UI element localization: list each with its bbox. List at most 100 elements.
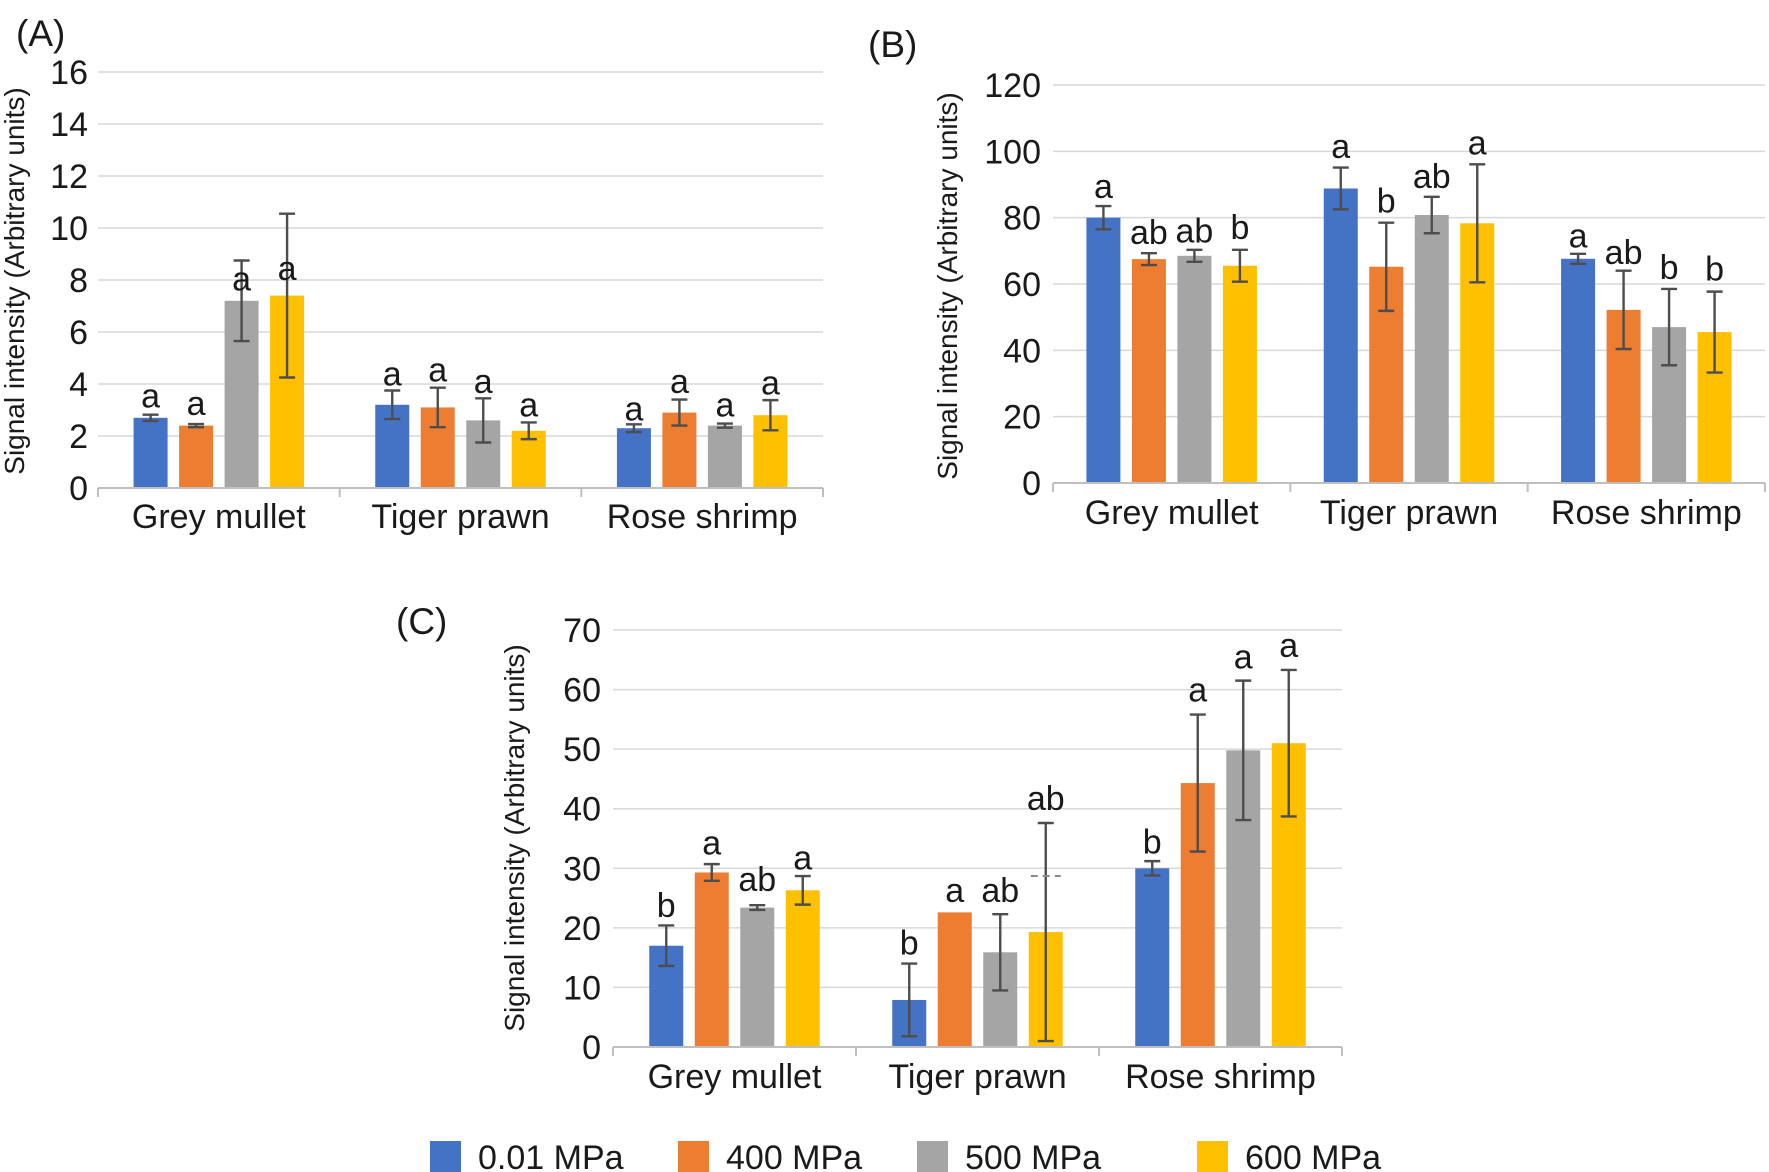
sig-letter: ab — [981, 872, 1019, 910]
sig-letter: b — [1377, 183, 1396, 221]
sig-letter: ab — [1413, 158, 1451, 196]
legend-label: 600 MPa — [1245, 1139, 1381, 1172]
x-category-label: Tiger prawn — [1320, 494, 1498, 532]
sig-letter: b — [1660, 249, 1679, 287]
y-tick-label: 12 — [50, 158, 88, 196]
x-category-label: Grey mullet — [1085, 494, 1259, 532]
legend-swatch — [678, 1141, 709, 1172]
sig-letter: a — [715, 387, 734, 425]
x-category-label: Rose shrimp — [1551, 494, 1742, 532]
y-axis-title: Signal intensity (Arbitrary units) — [0, 87, 30, 474]
bar — [740, 907, 775, 1047]
y-tick-label: 14 — [50, 106, 88, 144]
sig-letter: ab — [1027, 780, 1065, 818]
sig-letter: ab — [738, 861, 776, 899]
sig-letter: a — [232, 260, 251, 298]
y-tick-label: 0 — [582, 1029, 601, 1067]
bar — [1177, 255, 1212, 483]
sig-letter: a — [1188, 671, 1207, 709]
y-axis-title: Signal intensity (Arbitrary units) — [932, 92, 963, 479]
y-tick-label: 6 — [69, 314, 88, 352]
y-tick-label: 40 — [1003, 332, 1041, 370]
panel-label: (B) — [868, 24, 917, 65]
bar — [1561, 258, 1596, 483]
y-tick-label: 60 — [563, 672, 601, 710]
bar — [937, 912, 972, 1047]
bar — [1086, 217, 1121, 483]
y-tick-label: 40 — [563, 791, 601, 829]
sig-letter: ab — [1176, 213, 1214, 251]
bar — [1135, 868, 1170, 1047]
y-tick-label: 0 — [1022, 465, 1041, 503]
x-category-label: Rose shrimp — [1125, 1058, 1316, 1096]
x-category-label: Grey mullet — [648, 1058, 822, 1096]
y-tick-label: 20 — [1003, 399, 1041, 437]
y-tick-label: 10 — [50, 210, 88, 248]
y-tick-label: 0 — [69, 470, 88, 508]
y-tick-label: 4 — [69, 366, 88, 404]
y-tick-label: 16 — [50, 54, 88, 92]
panel-label: (A) — [16, 13, 65, 54]
sig-letter: a — [1094, 168, 1113, 206]
sig-letter: b — [1705, 251, 1724, 289]
sig-letter: a — [1569, 218, 1588, 256]
bar — [1222, 265, 1257, 483]
y-tick-label: 100 — [984, 133, 1041, 171]
sig-letter: a — [278, 250, 297, 288]
legend-swatch — [1197, 1141, 1228, 1172]
sig-letter: b — [657, 887, 676, 925]
sig-letter: a — [1468, 125, 1487, 163]
bar — [1323, 188, 1358, 484]
sig-letter: a — [383, 355, 402, 393]
y-tick-label: 50 — [563, 731, 601, 769]
sig-letter: a — [945, 872, 964, 910]
x-category-label: Grey mullet — [132, 498, 306, 536]
bar — [511, 430, 546, 488]
y-tick-label: 120 — [984, 67, 1041, 105]
sig-letter: a — [670, 363, 689, 401]
sig-letter: a — [1234, 639, 1253, 677]
sig-letter: a — [1331, 128, 1350, 166]
y-tick-label: 70 — [563, 612, 601, 650]
y-tick-label: 80 — [1003, 200, 1041, 238]
sig-letter: ab — [1130, 214, 1168, 252]
sig-letter: a — [761, 364, 780, 402]
y-tick-label: 20 — [563, 910, 601, 948]
sig-letter: a — [1279, 627, 1298, 665]
bar — [133, 417, 168, 488]
y-tick-label: 2 — [69, 418, 88, 456]
sig-letter: ab — [1605, 234, 1643, 272]
sig-letter: a — [793, 839, 812, 877]
sig-letter: a — [428, 351, 447, 389]
sig-letter: b — [900, 925, 919, 963]
legend-label: 0.01 MPa — [478, 1139, 624, 1172]
sig-letter: a — [141, 377, 160, 415]
y-tick-label: 10 — [563, 969, 601, 1007]
sig-letter: a — [702, 825, 721, 863]
x-category-label: Tiger prawn — [888, 1058, 1066, 1096]
bar — [179, 425, 214, 488]
x-category-label: Tiger prawn — [371, 498, 549, 536]
bar — [616, 428, 651, 488]
sig-letter: b — [1143, 823, 1162, 861]
sig-letter: b — [1230, 209, 1249, 247]
y-tick-label: 60 — [1003, 266, 1041, 304]
legend-swatch — [917, 1141, 948, 1172]
sig-letter: a — [519, 387, 538, 425]
bar — [707, 425, 742, 488]
y-tick-label: 30 — [563, 850, 601, 888]
sig-letter: a — [187, 385, 206, 423]
bar — [694, 872, 729, 1047]
bar — [1131, 259, 1166, 483]
y-tick-label: 8 — [69, 262, 88, 300]
x-category-label: Rose shrimp — [607, 498, 798, 536]
sig-letter: a — [624, 390, 643, 428]
panel-label: (C) — [396, 601, 447, 642]
legend-label: 500 MPa — [965, 1139, 1101, 1172]
bar — [1414, 215, 1449, 483]
legend-swatch — [430, 1141, 461, 1172]
y-axis-title: Signal intensity (Arbitrary units) — [499, 644, 530, 1031]
bar — [785, 890, 820, 1047]
